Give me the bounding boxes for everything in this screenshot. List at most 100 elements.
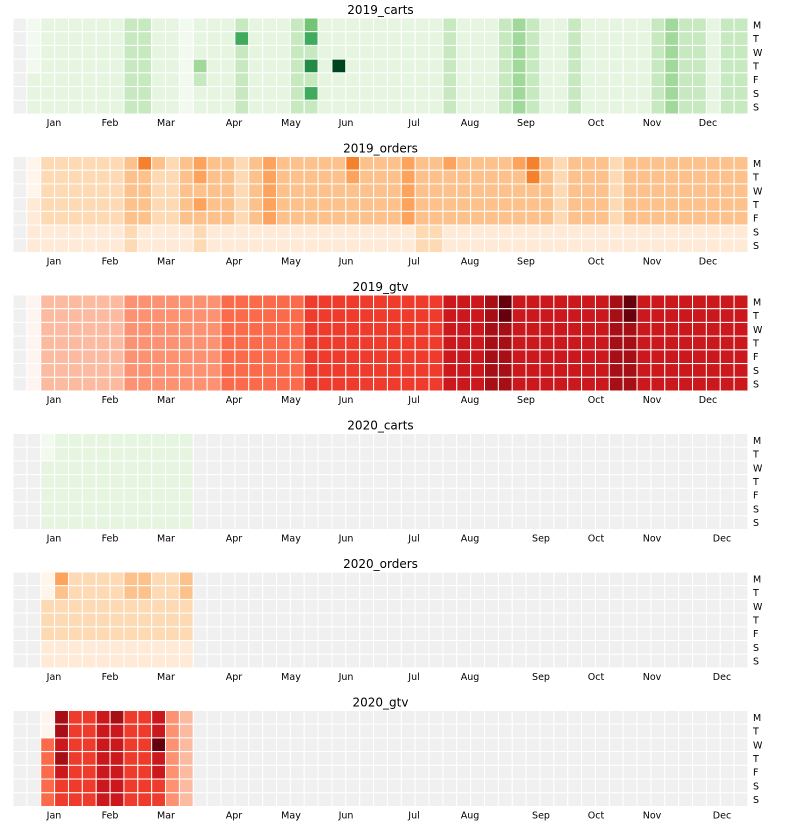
heatmap-cell [456, 197, 472, 212]
heatmap-cell [511, 224, 527, 240]
heatmap-cell [428, 99, 444, 115]
heatmap-cell [678, 571, 694, 587]
heatmap-cell [719, 197, 735, 212]
heatmap-cell [470, 433, 486, 448]
heatmap-cell [331, 626, 347, 642]
heatmap-cell [123, 571, 139, 587]
x-tick-label: Dec [699, 395, 717, 406]
heatmap-cell [26, 349, 42, 365]
heatmap-cell [553, 31, 569, 46]
x-tick-label: Feb [102, 395, 119, 406]
heatmap-cell [622, 308, 638, 323]
heatmap-cell [692, 17, 707, 33]
heatmap-cell [539, 183, 555, 199]
heatmap-cell [511, 308, 527, 323]
heatmap-cell [178, 474, 194, 489]
heatmap-cell [262, 446, 277, 462]
heatmap-cell [220, 376, 236, 392]
heatmap-cell [54, 487, 69, 503]
heatmap-cell [428, 44, 444, 60]
heatmap-cell [165, 571, 180, 587]
heatmap-cell [234, 44, 250, 60]
heatmap-cell [594, 792, 610, 807]
heatmap-cell [400, 612, 416, 628]
y-tick-label: M [753, 574, 761, 585]
heatmap-cell [220, 238, 236, 253]
heatmap-cell [692, 363, 707, 378]
heatmap-cell [303, 197, 319, 212]
heatmap-cell [67, 571, 83, 587]
heatmap-cell [359, 197, 375, 212]
heatmap-cell [206, 710, 222, 725]
heatmap-cell [567, 626, 583, 642]
heatmap-cell [206, 31, 222, 46]
heatmap-cell [95, 308, 111, 323]
heatmap-cell [54, 31, 69, 46]
heatmap-cell [165, 751, 180, 766]
heatmap-cell [622, 31, 638, 46]
heatmap-cell [12, 197, 28, 212]
heatmap-cell [40, 487, 56, 503]
heatmap-cell [442, 86, 458, 101]
heatmap-cell [484, 515, 499, 530]
heatmap-cell [95, 792, 111, 807]
heatmap-cell [373, 335, 388, 351]
heatmap-cell [386, 446, 402, 462]
y-tick-label: F [753, 491, 758, 502]
heatmap-cell [608, 99, 624, 115]
heatmap-cell [497, 72, 513, 88]
heatmap-cell [234, 710, 250, 725]
heatmap-cell [345, 349, 361, 365]
heatmap-cell [733, 723, 749, 739]
heatmap-cell [428, 321, 444, 337]
heatmap-cell [442, 778, 458, 794]
heatmap-cell [705, 640, 721, 655]
heatmap-cell [567, 321, 583, 337]
heatmap-cell [137, 349, 153, 365]
heatmap-cell [497, 446, 513, 462]
heatmap-cell [567, 376, 583, 392]
heatmap-cell [40, 183, 56, 199]
heatmap-cell [54, 238, 69, 253]
heatmap-cell [400, 446, 416, 462]
heatmap-cell [567, 183, 583, 199]
heatmap-cell [692, 737, 707, 753]
heatmap-cell [484, 99, 499, 115]
heatmap-cell [178, 723, 194, 739]
heatmap-cell [581, 501, 596, 517]
heatmap-cell [428, 169, 444, 185]
heatmap-cell [650, 31, 666, 46]
heatmap-cell [428, 210, 444, 226]
heatmap-cell [317, 487, 333, 503]
heatmap-cell [137, 515, 153, 530]
heatmap-cell [414, 460, 430, 476]
heatmap-cell [442, 501, 458, 517]
heatmap-cell [525, 17, 541, 33]
heatmap-cell [705, 612, 721, 628]
heatmap-cell [123, 460, 139, 476]
heatmap-cell [151, 58, 167, 74]
heatmap-cell [289, 44, 305, 60]
heatmap-cell [123, 751, 139, 766]
heatmap-cell [95, 612, 111, 628]
heatmap-cell [40, 446, 56, 462]
heatmap-cell [456, 598, 472, 614]
heatmap-cell [525, 335, 541, 351]
heatmap-cell [386, 474, 402, 489]
heatmap-cell [178, 764, 194, 780]
heatmap-cell [705, 751, 721, 766]
heatmap-cell [594, 31, 610, 46]
heatmap-cell [137, 44, 153, 60]
heatmap-cell [664, 612, 680, 628]
heatmap-cell [95, 640, 111, 655]
chart-title: 2020_orders [343, 557, 418, 571]
heatmap-cell [109, 571, 125, 587]
heatmap-cell [289, 612, 305, 628]
heatmap-cell [664, 44, 680, 60]
heatmap-cell [345, 335, 361, 351]
heatmap-cell [442, 183, 458, 199]
heatmap-cell [289, 72, 305, 88]
heatmap-cell [622, 86, 638, 101]
heatmap-cell [262, 183, 277, 199]
